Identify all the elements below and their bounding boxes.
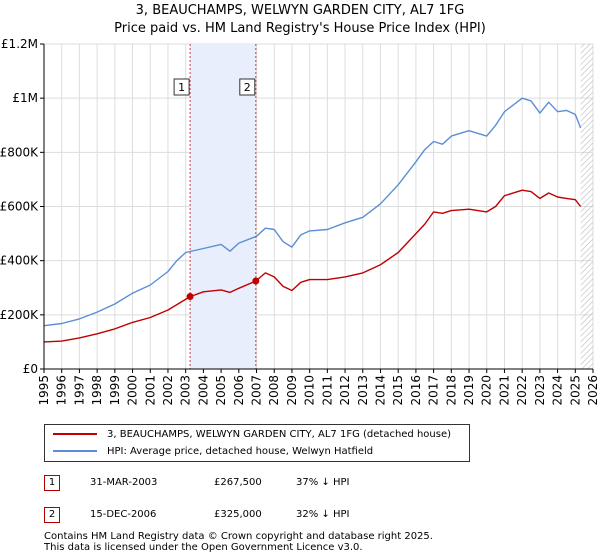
marker-2-point <box>252 277 260 285</box>
transaction-hpi-diff: 37% ↓ HPI <box>296 477 350 488</box>
hatched-forecast-region <box>580 44 593 369</box>
chart-title: 3, BEAUCHAMPS, WELWYN GARDEN CITY, AL7 1… <box>136 3 465 18</box>
x-tick-label: 2026 <box>586 375 600 406</box>
chart-subtitle: Price paid vs. HM Land Registry's House … <box>114 21 486 36</box>
x-tick-label: 2000 <box>126 375 140 406</box>
x-tick-label: 2009 <box>285 375 299 406</box>
x-tick-label: 2022 <box>515 375 529 406</box>
y-tick-label: £800K <box>0 145 39 159</box>
x-tick-label: 2006 <box>232 375 246 406</box>
x-tick-label: 2021 <box>497 375 511 406</box>
table-row: 2 15-DEC-2006 £325,000 32% ↓ HPI <box>44 506 384 524</box>
x-tick-label: 2003 <box>179 375 193 406</box>
legend-label-hpi: HPI: Average price, detached house, Welw… <box>107 446 374 457</box>
y-tick-label: £400K <box>0 254 39 268</box>
transaction-number-badge: 2 <box>44 507 60 523</box>
transaction-date: 15-DEC-2006 <box>90 509 157 520</box>
x-tick-label: 2025 <box>568 375 582 406</box>
y-tick-label: £600K <box>0 200 39 214</box>
transaction-number-badge: 1 <box>44 475 60 491</box>
x-tick-label: 2018 <box>444 375 458 406</box>
legend-swatch-hpi <box>53 450 97 452</box>
legend-item-property: 3, BEAUCHAMPS, WELWYN GARDEN CITY, AL7 1… <box>53 427 451 443</box>
x-tick-label: 1999 <box>108 375 122 406</box>
x-tick-label: 2001 <box>143 375 157 406</box>
x-tick-label: 2010 <box>303 375 317 406</box>
shaded-ownership-period <box>190 44 256 369</box>
x-tick-label: 2002 <box>161 375 175 406</box>
x-tick-label: 2015 <box>391 375 405 406</box>
x-tick-label: 2011 <box>320 375 334 406</box>
x-tick-label: 1996 <box>55 375 69 406</box>
x-tick-label: 1997 <box>72 375 86 406</box>
transaction-price: £325,000 <box>214 509 262 520</box>
x-tick-label: 2017 <box>427 375 441 406</box>
series-line-hpi <box>43 97 582 327</box>
x-tick-label: 2024 <box>551 375 565 406</box>
series-line-property <box>43 189 582 343</box>
price-chart: 3, BEAUCHAMPS, WELWYN GARDEN CITY, AL7 1… <box>0 3 600 406</box>
x-tick-label: 2013 <box>356 375 370 406</box>
legend: 3, BEAUCHAMPS, WELWYN GARDEN CITY, AL7 1… <box>44 424 470 462</box>
transaction-date: 31-MAR-2003 <box>90 477 158 488</box>
x-tick-label: 2019 <box>462 375 476 406</box>
footer-attribution: Contains HM Land Registry data © Crown c… <box>44 531 433 553</box>
marker-2-box <box>239 78 256 96</box>
x-tick-label: 1998 <box>90 375 104 406</box>
transaction-price: £267,500 <box>214 477 262 488</box>
footer-line-2: This data is licensed under the Open Gov… <box>44 542 363 553</box>
x-tick-label: 2023 <box>533 375 547 406</box>
x-tick-label: 2005 <box>214 375 228 406</box>
shaded-region-layer <box>190 44 593 369</box>
x-tick-label: 2012 <box>338 375 352 406</box>
x-tick-label: 2014 <box>373 375 387 406</box>
x-tick-label: 2020 <box>480 375 494 406</box>
y-tick-label: £0 <box>23 362 38 376</box>
footer-line-1: Contains HM Land Registry data © Crown c… <box>44 531 433 542</box>
marker-2-label: 2 <box>244 81 251 94</box>
x-tick-label: 2008 <box>267 375 281 406</box>
x-tick-label: 2007 <box>250 375 264 406</box>
table-row: 1 31-MAR-2003 £267,500 37% ↓ HPI <box>44 474 384 492</box>
transaction-hpi-diff: 32% ↓ HPI <box>296 509 350 520</box>
marker-1-point <box>186 293 194 301</box>
x-tick-label: 2016 <box>409 375 423 406</box>
y-tick-label: £1.2M <box>1 37 38 51</box>
y-tick-label: £200K <box>0 308 39 322</box>
marker-1-box <box>173 78 190 96</box>
x-tick-label: 1995 <box>37 375 51 406</box>
legend-item-hpi: HPI: Average price, detached house, Welw… <box>53 444 373 460</box>
series-layer <box>43 97 582 343</box>
x-tick-label: 2004 <box>196 375 210 406</box>
legend-swatch-property <box>53 433 97 435</box>
legend-label-property: 3, BEAUCHAMPS, WELWYN GARDEN CITY, AL7 1… <box>107 429 452 440</box>
y-tick-label: £1M <box>12 91 38 105</box>
marker-1-label: 1 <box>178 81 185 94</box>
